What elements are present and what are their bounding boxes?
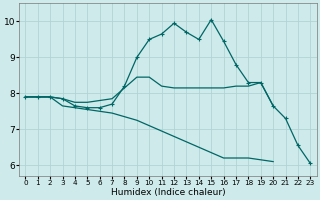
X-axis label: Humidex (Indice chaleur): Humidex (Indice chaleur): [110, 188, 225, 197]
